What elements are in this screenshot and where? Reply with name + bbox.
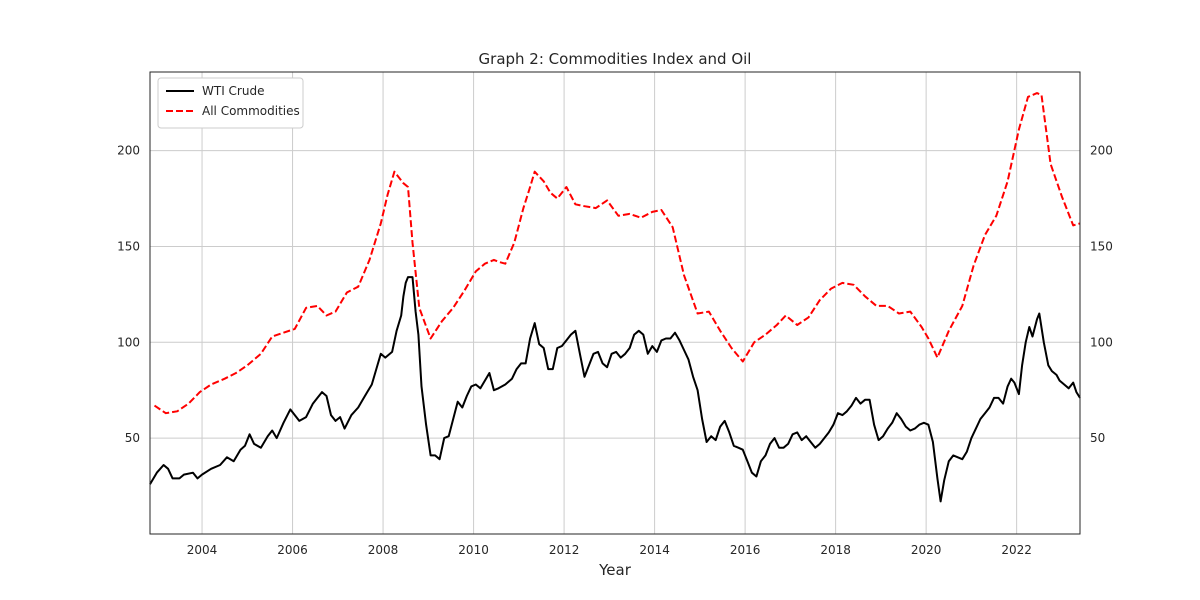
legend: WTI Crude All Commodities <box>157 77 304 129</box>
x-tick-label: 2006 <box>277 543 308 557</box>
x-tick-label: 2014 <box>639 543 670 557</box>
right-y-tick-label: 200 <box>1090 144 1113 158</box>
x-tick-label: 2018 <box>820 543 851 557</box>
left-y-tick-label: 100 <box>117 335 140 349</box>
x-axis-label: Year <box>598 561 632 579</box>
left-y-tick-label: 150 <box>117 239 140 253</box>
x-tick-label: 2004 <box>187 543 218 557</box>
right-y-tick-label: 150 <box>1090 239 1113 253</box>
left-y-axis-ticks: 50 100 150 200 <box>117 144 140 446</box>
legend-label: All Commodities <box>202 104 300 118</box>
right-y-tick-label: 100 <box>1090 335 1113 349</box>
x-tick-label: 2008 <box>368 543 399 557</box>
x-tick-label: 2022 <box>1001 543 1032 557</box>
legend-label: WTI Crude <box>202 84 264 98</box>
x-tick-label: 2016 <box>730 543 761 557</box>
left-y-tick-label: 200 <box>117 144 140 158</box>
plot-series <box>149 92 1081 503</box>
right-y-axis-ticks: 50 100 150 200 <box>1090 144 1113 446</box>
legend-box <box>157 77 304 129</box>
plot-frame <box>149 71 1081 535</box>
all-commodities-line <box>153 92 1081 415</box>
x-tick-label: 2012 <box>549 543 580 557</box>
wti-crude-line <box>149 276 1081 503</box>
chart-title: Graph 2: Commodities Index and Oil <box>479 50 752 68</box>
grid-lines <box>150 72 1080 534</box>
x-tick-label: 2010 <box>458 543 489 557</box>
right-y-tick-label: 50 <box>1090 431 1105 445</box>
x-tick-label: 2020 <box>911 543 942 557</box>
x-axis-ticks: 2004 2006 2008 2010 2012 2014 2016 2018 2020 2022 <box>187 543 1032 557</box>
left-y-tick-label: 50 <box>125 431 140 445</box>
